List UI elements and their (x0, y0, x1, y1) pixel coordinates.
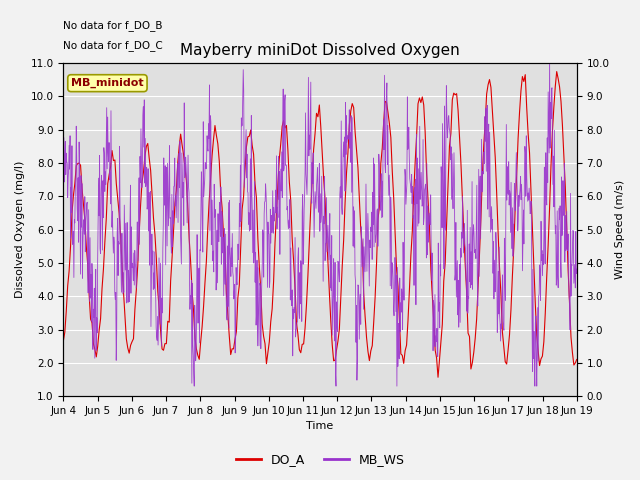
X-axis label: Time: Time (307, 421, 333, 432)
Text: No data for f_DO_B: No data for f_DO_B (63, 20, 163, 31)
Title: Mayberry miniDot Dissolved Oxygen: Mayberry miniDot Dissolved Oxygen (180, 43, 460, 58)
Text: MB_minidot: MB_minidot (71, 78, 144, 88)
Text: No data for f_DO_C: No data for f_DO_C (63, 40, 163, 50)
Y-axis label: Dissolved Oxygen (mg/l): Dissolved Oxygen (mg/l) (15, 161, 25, 298)
Legend: DO_A, MB_WS: DO_A, MB_WS (230, 448, 410, 471)
Y-axis label: Wind Speed (m/s): Wind Speed (m/s) (615, 180, 625, 279)
